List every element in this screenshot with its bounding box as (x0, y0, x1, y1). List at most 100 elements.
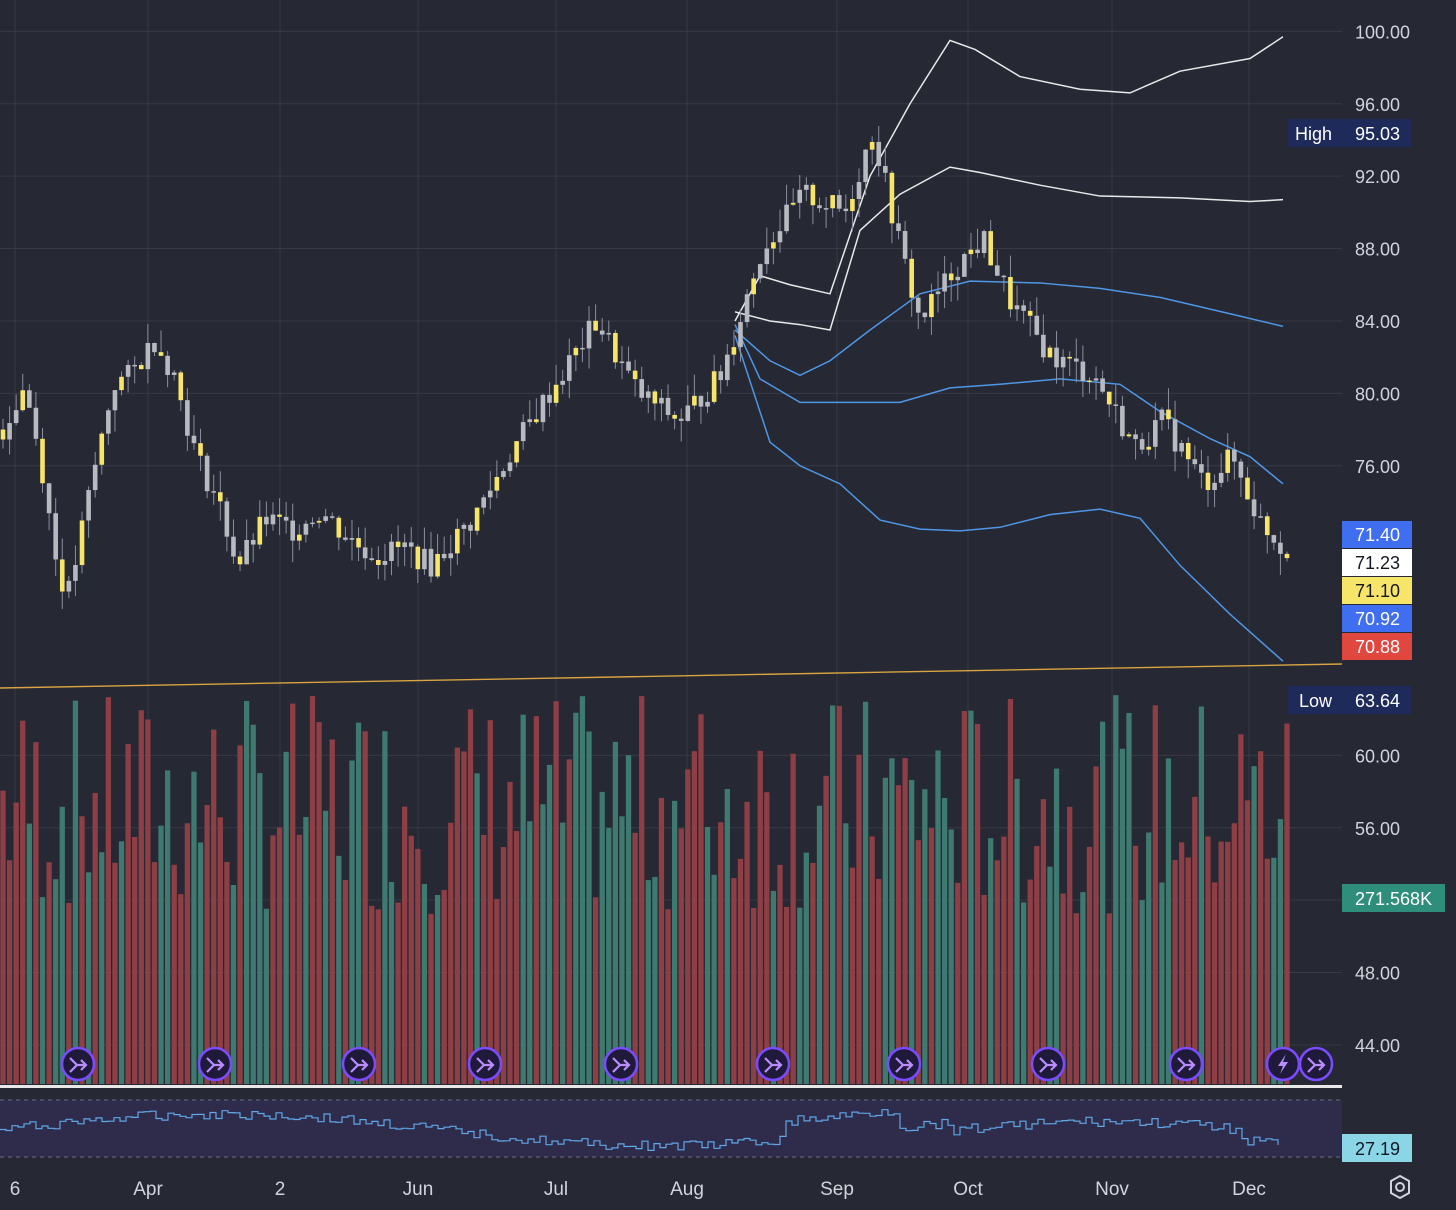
candle-body (902, 230, 908, 259)
volume-bar (395, 902, 401, 1084)
candle-body (1258, 516, 1263, 518)
candle-body (461, 524, 467, 529)
candle-body (619, 361, 625, 364)
volume-bar (217, 817, 223, 1084)
volume-bar (20, 720, 26, 1084)
candle-body (909, 258, 914, 298)
split-arrow-icon[interactable] (1168, 1046, 1204, 1082)
candle-body (323, 516, 328, 521)
candle-body (1126, 434, 1132, 437)
volume-bar (1172, 860, 1178, 1084)
split-arrow-icon[interactable] (197, 1046, 233, 1082)
candle-body (1166, 409, 1171, 420)
volume-bar (59, 806, 65, 1084)
split-arrow-icon[interactable] (755, 1046, 791, 1082)
candle-body (836, 195, 842, 209)
volume-bar (632, 832, 638, 1084)
volume-bar (230, 884, 237, 1084)
candle-body (1264, 516, 1270, 536)
candle-body (1120, 405, 1125, 437)
volume-bar (118, 841, 125, 1084)
time-axis[interactable]: 6 Apr 2 Jun Jul Aug Sep Oct Nov Dec (10, 1179, 1266, 1200)
volume-bar (586, 731, 592, 1084)
event-markers[interactable] (60, 1046, 1334, 1082)
volume-bar (751, 907, 757, 1084)
candle-body (455, 528, 460, 554)
volume-bar (375, 909, 381, 1084)
candle-body (448, 553, 454, 559)
candle-body (441, 553, 447, 559)
candle-body (1278, 542, 1283, 554)
volume-bar (257, 773, 263, 1084)
candle-body (856, 182, 862, 199)
candle-body (382, 561, 388, 565)
candle-body (1146, 446, 1152, 450)
candle-body (244, 539, 249, 565)
volume-bar (1060, 893, 1066, 1084)
candle-body (692, 395, 697, 406)
candle-body (929, 294, 934, 318)
candle-body (606, 332, 612, 335)
split-arrow-icon[interactable] (60, 1046, 96, 1082)
split-arrow-icon[interactable] (1298, 1046, 1334, 1082)
volume-bar (72, 700, 79, 1084)
volume-bar (316, 722, 322, 1084)
candle-body (1179, 442, 1184, 452)
volume-bar (138, 710, 144, 1084)
candle-body (336, 517, 342, 538)
volume-bar (856, 754, 862, 1084)
volume-bar (513, 831, 520, 1084)
price-axis-label-1: 96.00 (1355, 95, 1400, 115)
volume-bar (402, 806, 408, 1084)
volume-bar (955, 882, 961, 1084)
volume-bar (349, 760, 355, 1084)
volume-bar (1080, 892, 1086, 1084)
candle-body (428, 548, 434, 577)
candle-body (73, 565, 78, 581)
volume-bar (1007, 698, 1014, 1084)
split-arrow-icon[interactable] (1030, 1046, 1066, 1082)
split-arrow-icon[interactable] (467, 1046, 503, 1082)
candle-body (1014, 305, 1020, 310)
split-arrow-icon[interactable] (603, 1046, 639, 1082)
candle-body (316, 520, 322, 523)
volume-bar (13, 802, 19, 1084)
candle-body (185, 400, 190, 436)
low-label-text: Low (1299, 691, 1333, 711)
candle-body (310, 522, 315, 525)
candle-body (27, 390, 32, 408)
volume-bar (737, 858, 744, 1084)
price-tag-2: 71.10 (1342, 577, 1412, 604)
time-axis-label-5: Aug (670, 1179, 704, 1200)
candle-body (935, 291, 941, 295)
volume-bar (362, 731, 368, 1084)
volume-bar (579, 696, 586, 1084)
price-axis[interactable]: 100.00 96.00 92.00 88.00 84.00 80.00 76.00 60.0… (1355, 22, 1410, 1056)
split-arrow-icon[interactable] (341, 1046, 377, 1082)
volume-bar (783, 906, 790, 1084)
volume-bar (6, 860, 13, 1084)
volume-bar (191, 771, 197, 1084)
candle-body (1021, 305, 1026, 311)
support-trendline[interactable] (0, 663, 1343, 689)
candle-body (277, 514, 282, 517)
low-label-value: 63.64 (1355, 691, 1400, 711)
split-arrow-icon[interactable] (886, 1046, 922, 1082)
volume-bar (329, 739, 335, 1084)
settings-gear-icon[interactable] (1390, 1174, 1410, 1200)
price-axis-label-0: 100.00 (1355, 22, 1410, 42)
volume-bar (1165, 758, 1172, 1084)
volume-bar (764, 792, 770, 1084)
candle-body (1087, 380, 1092, 383)
volume-bar (1119, 748, 1126, 1084)
candle-body (1245, 477, 1250, 500)
volume-bar (53, 879, 59, 1084)
candle-body (988, 231, 993, 266)
volume-bar (1040, 799, 1047, 1084)
candlesticks (0, 125, 1290, 609)
volume-bar (882, 777, 888, 1084)
pane-separator[interactable] (0, 1085, 1342, 1088)
volume-bar (500, 847, 507, 1084)
lightning-icon[interactable] (1265, 1046, 1301, 1082)
